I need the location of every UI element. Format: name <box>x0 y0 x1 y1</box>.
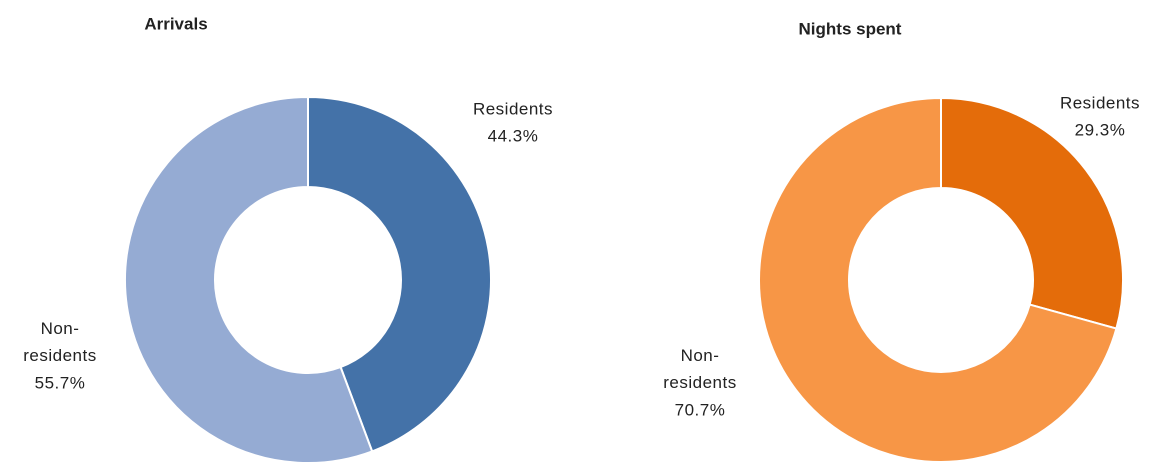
slice-label: Residents <box>1060 93 1140 112</box>
slice-label: Residents <box>473 99 553 118</box>
chart-title: Arrivals <box>144 14 207 33</box>
slice <box>758 96 1118 463</box>
chart-title: Nights spent <box>799 19 902 38</box>
slice-value-label: 70.7% <box>675 400 726 419</box>
slice <box>307 95 493 453</box>
slice-value-label: 44.3% <box>488 126 539 145</box>
slice-value-label: 29.3% <box>1075 120 1126 139</box>
slice <box>940 96 1124 330</box>
slice-label: Non-residents <box>663 346 736 392</box>
slice-label: Non-residents <box>23 319 96 365</box>
slice <box>124 95 374 463</box>
slice-value-label: 55.7% <box>35 373 86 392</box>
